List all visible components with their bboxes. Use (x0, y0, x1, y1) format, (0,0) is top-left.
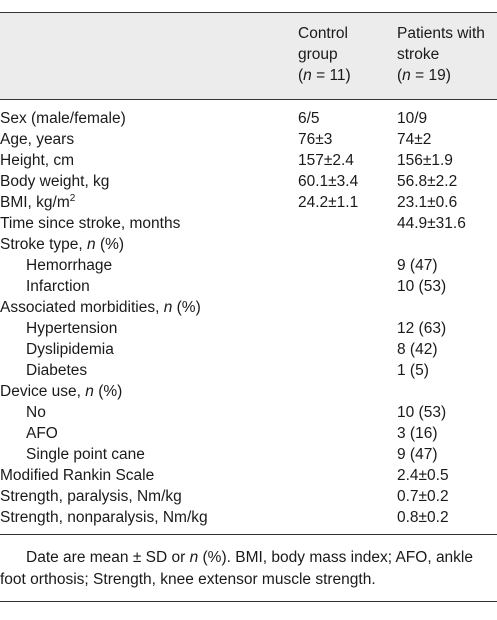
stroke-value: 23.1±0.6 (397, 194, 458, 211)
table-section-row: Device use, n (%) (0, 381, 497, 402)
table-row: Body weight, kg 60.1±3.4 56.8±2.2 (0, 171, 497, 192)
row-label: Strength, paralysis, Nm/kg (0, 488, 182, 505)
row-label: Sex (male/female) (0, 110, 126, 127)
row-label: No (26, 404, 46, 421)
row-label: Height, cm (0, 152, 75, 169)
header-col2-line2: stroke (397, 46, 440, 63)
table-row: Height, cm 157±2.4 156±1.9 (0, 150, 497, 171)
table-row: Infarction 10 (53) (0, 276, 497, 297)
stroke-value: 156±1.9 (397, 152, 453, 169)
row-label: Body weight, kg (0, 173, 110, 190)
table-row: Dyslipidemia 8 (42) (0, 339, 497, 360)
stroke-value: 12 (63) (397, 320, 447, 337)
control-value: 24.2±1.1 (298, 194, 359, 211)
table-footnote: Date are mean ± SD or n (%). BMI, body m… (0, 535, 497, 591)
footnote-rule (0, 534, 497, 535)
table-row: Age, years 76±3 74±2 (0, 129, 497, 150)
table-row: AFO 3 (16) (0, 423, 497, 444)
table-row: Time since stroke, months 44.9±31.6 (0, 213, 497, 234)
stroke-value: 44.9±31.6 (397, 215, 466, 232)
top-rule (0, 12, 497, 13)
table-section-row: Associated morbidities, n (%) (0, 297, 497, 318)
header-patients-with-stroke: Patients with stroke (n = 19) (397, 23, 485, 86)
row-label: Dyslipidemia (26, 341, 114, 358)
stroke-value: 1 (5) (397, 362, 429, 379)
section-label: Device use, n (%) (0, 383, 123, 400)
row-label: Hypertension (26, 320, 118, 337)
control-value: 60.1±3.4 (298, 173, 359, 190)
header-col1-n: (n = 11) (298, 67, 351, 84)
control-value: 157±2.4 (298, 152, 354, 169)
table-row: Hypertension 12 (63) (0, 318, 497, 339)
footnote-line-2: foot orthosis; Strength, knee extensor m… (0, 571, 376, 588)
stroke-value: 9 (47) (397, 446, 438, 463)
row-label: Infarction (26, 278, 90, 295)
table-header: Control group (n = 11) Patients with str… (0, 13, 497, 99)
stroke-value: 2.4±0.5 (397, 467, 449, 484)
table-row: No 10 (53) (0, 402, 497, 423)
table-row: Hemorrhage 9 (47) (0, 255, 497, 276)
row-label: Modified Rankin Scale (0, 467, 155, 484)
characteristics-table: Control group (n = 11) Patients with str… (0, 12, 497, 591)
header-col1-line1: Control (298, 25, 348, 42)
row-label: Diabetes (26, 362, 88, 379)
section-label: Associated morbidities, n (%) (0, 299, 201, 316)
row-label: Hemorrhage (26, 257, 113, 274)
row-label: Time since stroke, months (0, 215, 181, 232)
row-label: Single point cane (26, 446, 145, 463)
table-row: Strength, paralysis, Nm/kg 0.7±0.2 (0, 486, 497, 507)
stroke-value: 56.8±2.2 (397, 173, 458, 190)
header-col2-n: (n = 19) (397, 67, 451, 84)
stroke-value: 0.8±0.2 (397, 509, 449, 526)
table-row: Modified Rankin Scale 2.4±0.5 (0, 465, 497, 486)
control-value: 6/5 (298, 110, 320, 127)
header-control-group: Control group (n = 11) (298, 23, 351, 86)
section-label: Stroke type, n (%) (0, 236, 125, 253)
table-row: BMI, kg/m2 24.2±1.1 23.1±0.6 (0, 192, 497, 213)
table-row: Strength, nonparalysis, Nm/kg 0.8±0.2 (0, 507, 497, 528)
superscript: 2 (69, 193, 76, 204)
table-row: Sex (male/female) 6/5 10/9 (0, 108, 497, 129)
bottom-rule (0, 601, 497, 602)
header-col2-line1: Patients with (397, 25, 485, 42)
stroke-value: 10 (53) (397, 278, 447, 295)
stroke-value: 10/9 (397, 110, 428, 127)
row-label: AFO (26, 425, 58, 442)
table-row: Single point cane 9 (47) (0, 444, 497, 465)
stroke-value: 0.7±0.2 (397, 488, 449, 505)
stroke-value: 9 (47) (397, 257, 438, 274)
stroke-value: 8 (42) (397, 341, 438, 358)
footnote-line-1: Date are mean ± SD or n (%). BMI, body m… (26, 549, 473, 566)
row-label: BMI, kg/m2 (0, 193, 76, 212)
row-label: Age, years (0, 131, 75, 148)
stroke-value: 3 (16) (397, 425, 438, 442)
header-col1-line2: group (298, 46, 338, 63)
header-rule (0, 99, 497, 100)
table-body: Sex (male/female) 6/5 10/9 Age, years 76… (0, 100, 497, 528)
stroke-value: 10 (53) (397, 404, 447, 421)
row-label: Strength, nonparalysis, Nm/kg (0, 509, 208, 526)
table-section-row: Stroke type, n (%) (0, 234, 497, 255)
table-row: Diabetes 1 (5) (0, 360, 497, 381)
stroke-value: 74±2 (397, 131, 432, 148)
control-value: 76±3 (298, 131, 333, 148)
